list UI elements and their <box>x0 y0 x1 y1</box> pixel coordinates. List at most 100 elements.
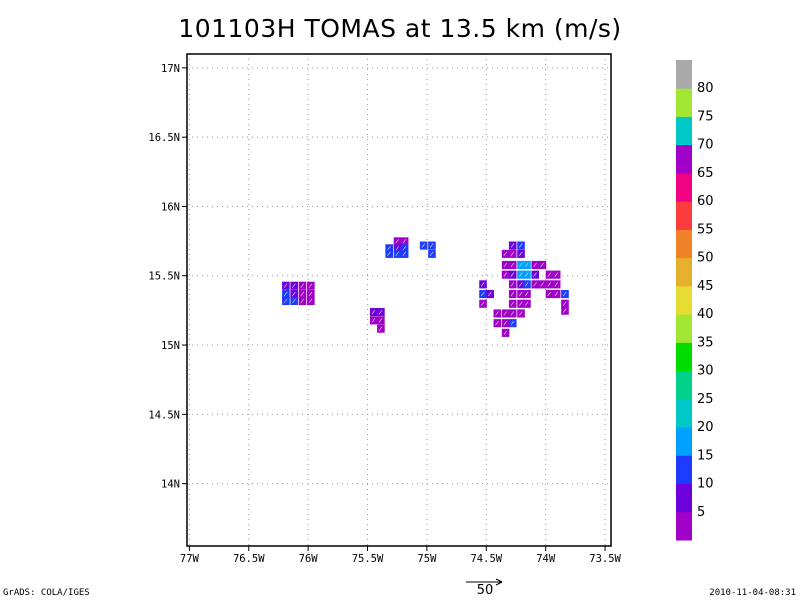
wind-vector <box>547 272 552 277</box>
wind-vector <box>562 308 567 313</box>
colorbar-label: 55 <box>697 222 714 237</box>
x-tick-label: 75.5W <box>352 553 384 565</box>
colorbar-segment <box>676 257 692 287</box>
wind-vector <box>402 251 407 257</box>
wind-vector <box>402 239 407 244</box>
wind-vector <box>518 243 523 248</box>
y-tick-label: 15N <box>161 340 180 352</box>
wind-vector <box>554 291 559 297</box>
colorbar-label: 10 <box>697 477 714 492</box>
plot-frame <box>186 53 612 547</box>
wind-vector <box>402 246 407 251</box>
wind-vector <box>480 282 485 287</box>
colorbar-segment <box>676 229 692 259</box>
x-tick-label: 73.5W <box>589 553 621 565</box>
colorbar-label: 70 <box>697 138 714 153</box>
wind-vector <box>510 301 515 306</box>
colorbar-segment <box>676 483 692 513</box>
vector-legend-label: 50 <box>476 583 494 598</box>
wind-vector <box>495 320 499 326</box>
wind-vector <box>308 298 313 304</box>
wind-vector <box>495 311 499 316</box>
wind-vector <box>283 291 288 297</box>
wind-vector <box>518 272 523 277</box>
wind-vector <box>510 311 515 316</box>
plot-border <box>186 53 612 547</box>
wind-vector <box>480 291 485 297</box>
colorbar-segment <box>676 511 692 541</box>
colorbar: 5 10 15 20 25 30 35 40 45 50 55 60 65 70 75 80 <box>676 60 714 541</box>
wind-vector <box>308 283 313 288</box>
y-tick-label: 14N <box>161 479 180 491</box>
wind-vector <box>510 272 515 277</box>
vector-arrow-head <box>495 578 503 586</box>
wind-vector <box>562 291 567 297</box>
wind-vector <box>510 320 515 326</box>
wind-speed-cells <box>282 237 569 337</box>
colorbar-segment <box>676 342 692 372</box>
colorbar-label: 35 <box>697 335 714 350</box>
colorbar-label: 25 <box>697 392 714 407</box>
wind-vector <box>429 243 434 248</box>
colorbar-segment <box>676 370 692 400</box>
colorbar-segment <box>676 285 692 315</box>
wind-vector <box>503 320 508 326</box>
footer-timestamp: 2010-11-04-08:31 <box>709 588 796 598</box>
wind-vector <box>540 262 544 268</box>
wind-vector <box>547 282 552 287</box>
colorbar-label: 40 <box>697 307 714 322</box>
wind-vector <box>292 283 296 288</box>
y-tick-label: 17N <box>161 63 180 75</box>
colorbar-segment <box>676 398 692 428</box>
wind-vector <box>518 311 523 316</box>
wind-vector <box>503 330 508 336</box>
wind-vector <box>524 272 529 277</box>
colorbar-segment <box>676 116 692 146</box>
wind-vector <box>533 282 537 287</box>
colorbar-segment <box>676 427 692 456</box>
x-tick-label: 74W <box>536 553 556 565</box>
y-tick-label: 14.5N <box>148 409 180 421</box>
grid-lines <box>187 54 611 546</box>
y-tick-label: 15.5N <box>148 271 180 283</box>
wind-vector <box>429 251 434 257</box>
colorbar-segment <box>676 60 692 89</box>
wind-vector <box>562 301 567 306</box>
wind-vector <box>518 262 523 268</box>
colorbar-label: 75 <box>697 109 714 124</box>
colorbar-label: 20 <box>697 420 714 435</box>
wind-vector <box>524 301 529 306</box>
wind-vector <box>292 298 296 304</box>
wind-vector <box>488 291 492 297</box>
wind-vector <box>518 301 523 306</box>
wind-vector <box>387 246 391 251</box>
wind-vector <box>533 262 537 268</box>
wind-vector <box>510 262 515 268</box>
wind-vector <box>547 291 552 297</box>
vector-legend-arrow <box>466 578 503 586</box>
wind-vector <box>510 251 515 257</box>
wind-vector <box>510 282 515 287</box>
wind-vector <box>371 309 376 315</box>
wind-vector <box>540 282 544 287</box>
wind-vector <box>554 282 559 287</box>
wind-vector <box>378 309 383 315</box>
colorbar-segment <box>676 201 692 230</box>
colorbar-label: 30 <box>697 364 714 379</box>
wind-vector <box>378 326 383 331</box>
x-tick-label: 74.5W <box>470 553 502 565</box>
colorbar-label: 15 <box>697 448 714 463</box>
wind-vector <box>503 311 508 316</box>
x-tick-label: 76W <box>299 553 319 565</box>
wind-vector <box>395 251 399 257</box>
wind-vector <box>395 239 399 244</box>
wind-vector <box>503 272 508 277</box>
x-tick-label: 77W <box>180 553 200 565</box>
wind-vector <box>518 251 523 257</box>
y-axis-ticks: 14N 14.5N 15N 15.5N 16N 16.5N 17N <box>148 63 187 491</box>
x-tick-label: 75W <box>417 553 437 565</box>
wind-vector <box>480 301 485 306</box>
footer-credit: GrADS: COLA/IGES <box>3 588 90 598</box>
wind-vector <box>300 283 304 288</box>
y-tick-label: 16N <box>161 201 180 213</box>
